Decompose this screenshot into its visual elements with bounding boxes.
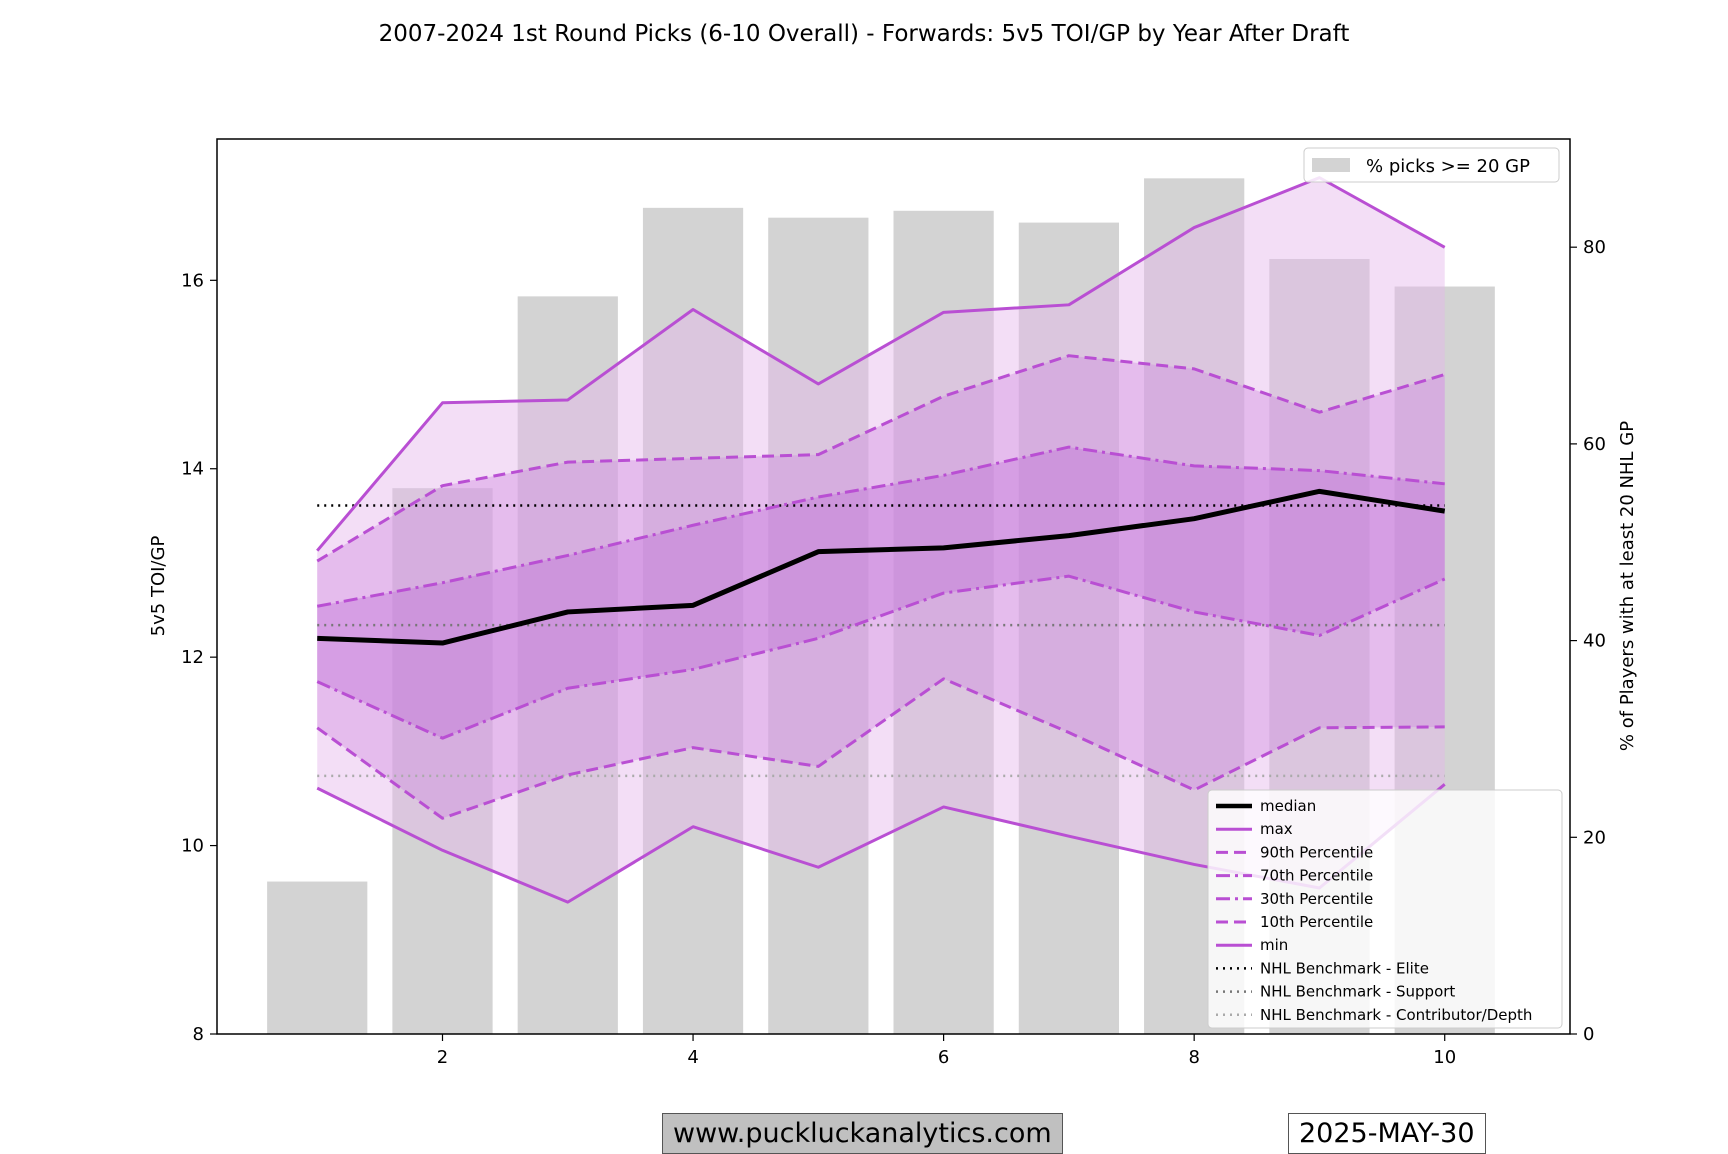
y-tick-label: 14 <box>181 459 204 480</box>
bars-legend <box>1303 147 1560 183</box>
y2-tick-label: 80 <box>1583 237 1606 258</box>
y2-tick-label: 20 <box>1583 827 1606 848</box>
series-line <box>316 176 1446 552</box>
legend-label: 10th Percentile <box>1260 913 1373 931</box>
y2-axis-label: % of Players with at least 20 NHL GP <box>1617 421 1638 751</box>
bar <box>392 488 493 1035</box>
y-tick-label: 8 <box>193 1024 204 1045</box>
y-tick-label: 10 <box>181 836 204 857</box>
series-line <box>317 488 1446 646</box>
y-axis-label: 5v5 TOI/GP <box>148 536 169 637</box>
legend-label: 70th Percentile <box>1260 867 1373 885</box>
x-tick-label: 8 <box>1188 1047 1199 1068</box>
legend-label: 30th Percentile <box>1260 890 1373 908</box>
y-tick-label: 16 <box>181 270 204 291</box>
percentile-band <box>317 177 1445 903</box>
legend-label: 90th Percentile <box>1260 843 1373 861</box>
legend-label: NHL Benchmark - Contributor/Depth <box>1260 1006 1532 1024</box>
legend-label: NHL Benchmark - Elite <box>1260 959 1429 977</box>
series-line <box>316 445 1445 608</box>
bar <box>768 217 869 1034</box>
y2-tick-label: 60 <box>1583 434 1606 455</box>
plot-frame <box>216 138 1571 1035</box>
x-tick-label: 6 <box>938 1047 949 1068</box>
percentile-band <box>317 355 1445 819</box>
website-label: www.puckluckanalytics.com <box>662 1113 1063 1154</box>
legend-label: NHL Benchmark - Support <box>1260 983 1455 1001</box>
bars-legend-swatch <box>1312 158 1350 172</box>
legend-label: max <box>1260 820 1293 838</box>
chart-title: 2007-2024 1st Round Picks (6-10 Overall)… <box>379 21 1350 47</box>
x-tick-label: 10 <box>1433 1047 1456 1068</box>
legend-label: min <box>1260 936 1288 954</box>
bar <box>893 210 994 1035</box>
bar <box>642 207 744 1034</box>
bar <box>1018 222 1119 1035</box>
series-legend <box>1207 789 1563 1029</box>
percentile-band <box>317 447 1445 739</box>
bar <box>267 881 368 1034</box>
bar <box>517 296 618 1034</box>
series-line <box>316 574 1446 740</box>
y2-tick-label: 0 <box>1583 1024 1594 1045</box>
legend-label: median <box>1260 797 1316 815</box>
x-tick-label: 4 <box>687 1047 698 1068</box>
series-line <box>316 354 1446 563</box>
y-tick-label: 12 <box>181 647 204 668</box>
bars-legend-label: % picks >= 20 GP <box>1366 156 1530 177</box>
date-label: 2025-MAY-30 <box>1288 1113 1486 1154</box>
series-line <box>316 677 1445 820</box>
x-tick-label: 2 <box>437 1047 448 1068</box>
y2-tick-label: 40 <box>1583 631 1606 652</box>
